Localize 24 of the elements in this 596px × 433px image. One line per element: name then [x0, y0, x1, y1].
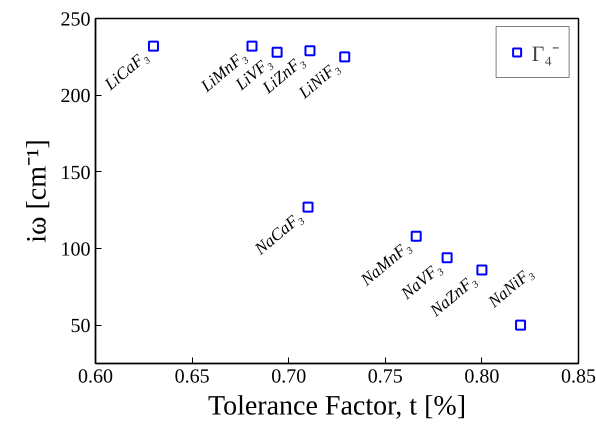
point [304, 45, 316, 56]
x-tick-label: 0.85 [561, 366, 596, 388]
x-tick-label: 0.70 [271, 366, 306, 388]
point [339, 51, 350, 62]
x-tick-label: 0.60 [78, 366, 113, 388]
x-tick-label: 0.80 [464, 366, 500, 388]
x-tick-label: 0.75 [368, 366, 403, 388]
y-tick-label: 200 [60, 85, 90, 108]
point [410, 230, 422, 242]
point [515, 320, 526, 331]
point [246, 40, 258, 52]
point [302, 202, 314, 213]
x-axis-title: Tolerance Factor, t [%] [208, 390, 466, 422]
y-tick-label: 100 [60, 238, 90, 260]
point [476, 264, 488, 276]
point [442, 252, 453, 264]
legend-label: Γ₄⁻ [532, 40, 559, 67]
y-tick-label: 50 [70, 315, 90, 338]
x-tick-label: 0.65 [174, 366, 210, 388]
point [272, 46, 283, 58]
y-tick-label: 150 [60, 162, 90, 184]
y-tick-label: 250 [60, 8, 90, 30]
y-axis-title: iω [cm⁻¹] [22, 139, 52, 243]
point [148, 40, 159, 52]
